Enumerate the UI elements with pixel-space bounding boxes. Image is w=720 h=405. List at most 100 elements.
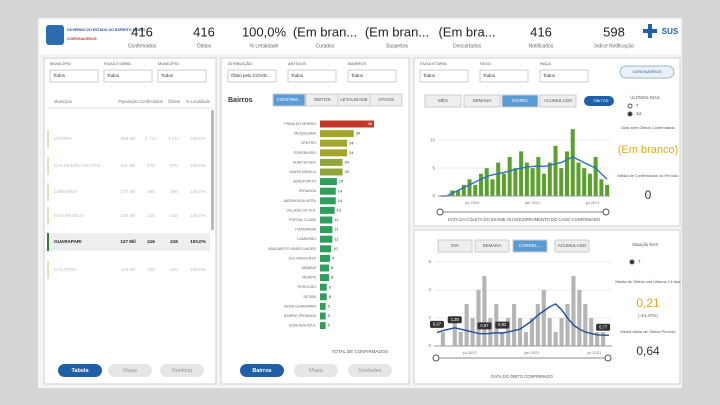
button-label: Mapa: [123, 368, 138, 374]
bar-category: SETIBA: [303, 295, 316, 299]
radio-label: 7: [636, 103, 639, 108]
radio[interactable]: [629, 259, 635, 265]
filter-dropdown[interactable]: [287, 69, 337, 83]
bar-value-label: 8: [331, 265, 334, 270]
tab[interactable]: [369, 93, 403, 107]
tab[interactable]: [539, 94, 577, 108]
tab-button[interactable]: [294, 364, 338, 377]
bar: [488, 318, 493, 346]
bar-category: SANTA MÔNICA: [289, 169, 316, 174]
filter-label: FAIXA ETÁRIA: [104, 61, 131, 66]
tab-label: SEMANA: [472, 98, 491, 103]
bar: [320, 158, 343, 166]
bar-category: BAIRRO IPIRANGA: [284, 314, 317, 318]
filter-dropdown[interactable]: [419, 69, 469, 83]
table-cell: 1.717: [168, 136, 180, 141]
radio[interactable]: [627, 111, 633, 117]
bar: [320, 322, 326, 330]
row-marker: [47, 183, 49, 201]
filter-label: RAÇA: [540, 61, 551, 66]
kpi-value: 598: [603, 24, 625, 39]
data-label: 0,92: [498, 322, 507, 327]
kpi-value: 416: [193, 24, 215, 39]
bar: [484, 168, 489, 196]
tab-label: DIA: [451, 243, 459, 248]
filter-value: Todos: [423, 73, 436, 78]
tab[interactable]: [554, 239, 590, 253]
filter-dropdown[interactable]: [539, 69, 589, 83]
filter-dropdown[interactable]: [157, 69, 207, 83]
toggle[interactable]: [584, 96, 614, 106]
bar: [529, 318, 534, 346]
slider-handle[interactable]: [432, 354, 440, 362]
filter-value: Óbito pelo COVID...: [231, 72, 271, 78]
tab-button[interactable]: [58, 364, 102, 377]
tab[interactable]: [437, 239, 473, 253]
table-cell: COLATINA: [54, 267, 78, 272]
tab-button[interactable]: [240, 364, 284, 377]
radio[interactable]: [627, 103, 633, 109]
scrollbar: [211, 110, 214, 230]
table-cell: 100,0%: [190, 239, 206, 244]
row-marker: [47, 261, 49, 279]
bar-value-label: 15: [339, 179, 344, 184]
bar: [473, 184, 478, 196]
bar-category: PORTAL CLUBE: [289, 218, 316, 222]
button-label: CORONAVÍRUS: [632, 69, 662, 74]
table-cell: SÃO MATEUS: [54, 212, 84, 218]
kpi-label: Suspeitos: [386, 43, 408, 49]
bar: [320, 187, 336, 195]
row-highlight[interactable]: [47, 233, 210, 251]
filter-dropdown[interactable]: [479, 69, 529, 83]
bar: [582, 168, 587, 196]
table-cell: LINHARES: [54, 189, 77, 194]
bar: [478, 173, 484, 196]
tab-button[interactable]: [108, 364, 152, 377]
slider-handle[interactable]: [436, 208, 444, 216]
coronavirus-button[interactable]: [619, 65, 675, 79]
slider-handle[interactable]: [604, 354, 612, 362]
bar: [467, 179, 472, 196]
tab[interactable]: [424, 94, 462, 108]
tab[interactable]: [512, 239, 548, 253]
bar: [536, 157, 541, 196]
bar-category: VILLAGE DO SOL: [286, 208, 316, 212]
bar: [512, 304, 517, 346]
logo-text: GOVERNO DO ESTADO DO ESPÍRITO SANTO: [67, 27, 145, 32]
kpi-label: % Letalidade: [250, 43, 279, 49]
filter-dropdown[interactable]: [227, 69, 277, 83]
filter-label: BAIRROS: [348, 61, 366, 66]
tab[interactable]: [463, 94, 501, 108]
button-label: Mapa: [309, 368, 324, 374]
kpi-label: Óbitos: [197, 42, 212, 49]
bar: [571, 276, 576, 346]
tab-label: ACUMULADO: [558, 243, 587, 248]
bar: [320, 312, 326, 320]
bar: [320, 139, 347, 147]
bar: [530, 168, 535, 196]
button-label: Ranking: [172, 368, 192, 374]
filter-value: Todos: [291, 73, 304, 78]
table-header: Confirmados: [139, 99, 163, 104]
line: [436, 303, 610, 336]
label-box: [477, 322, 492, 330]
filter-label: FAIXA ETÁRIA: [420, 61, 447, 66]
kpi-label: Curados: [316, 43, 335, 49]
bar: [519, 151, 524, 196]
bar: [570, 129, 575, 196]
bar-category: ENSEADA AZUL: [289, 324, 316, 328]
filter-value: Todos: [483, 73, 496, 78]
tab-button[interactable]: [160, 364, 204, 377]
filter-dropdown[interactable]: [103, 69, 153, 83]
tab-button[interactable]: [348, 364, 392, 377]
tab[interactable]: [272, 93, 306, 107]
filter-dropdown[interactable]: [347, 69, 397, 83]
tab[interactable]: [501, 94, 539, 108]
bar: [524, 162, 529, 196]
tab[interactable]: [474, 239, 510, 253]
slider-handle[interactable]: [602, 208, 610, 216]
bar: [320, 274, 329, 282]
bar: [320, 168, 343, 176]
bar-value-label: 11: [334, 236, 339, 241]
filter-dropdown[interactable]: [49, 69, 99, 83]
